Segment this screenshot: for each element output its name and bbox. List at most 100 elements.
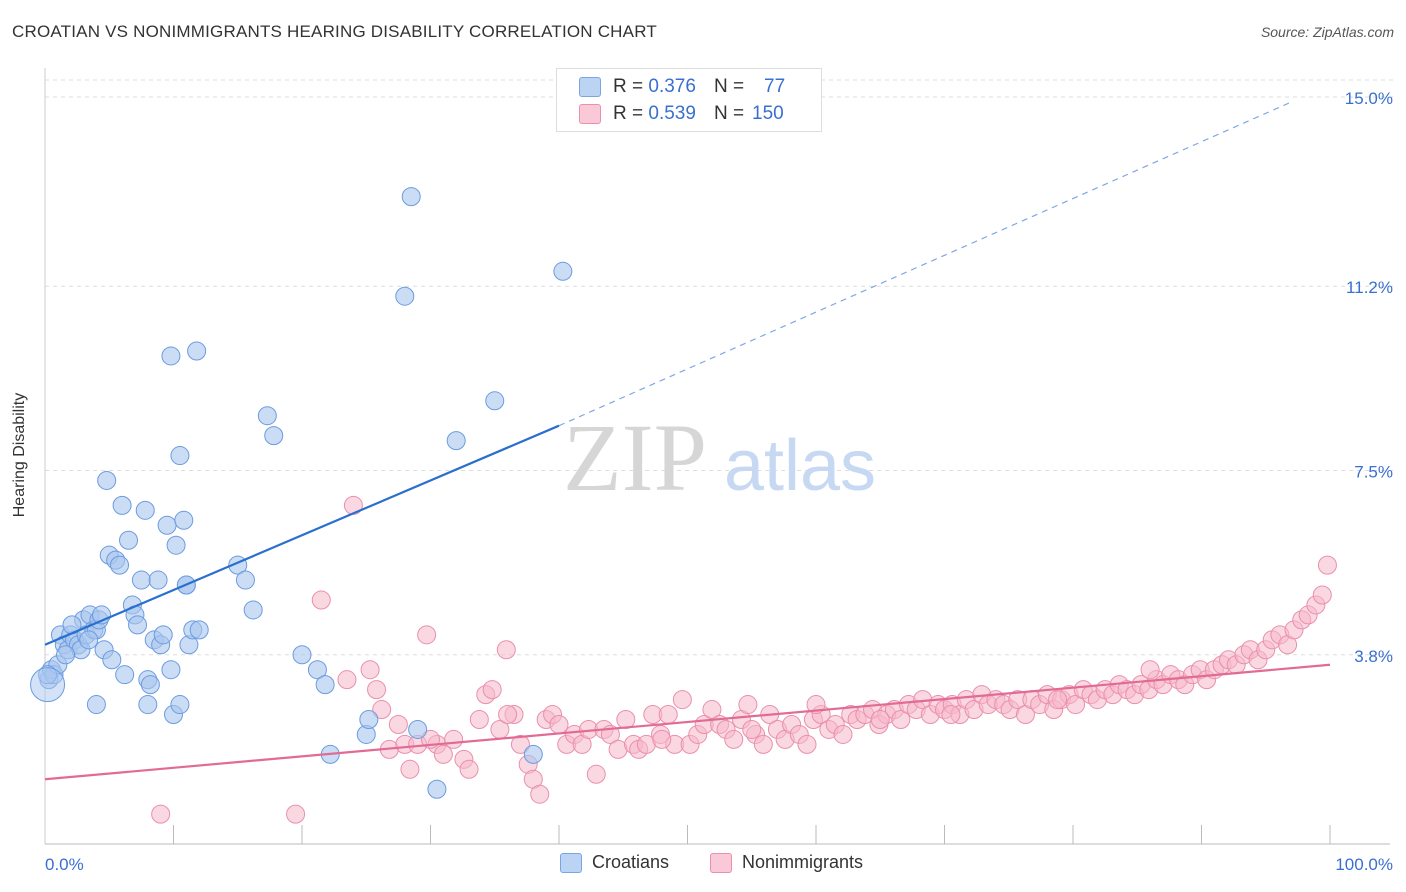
nonimmigrants-point-46 [658,705,678,725]
legend-swatch-blue [579,77,601,97]
croatians-point-70 [485,391,505,411]
croatians-point-42 [170,695,190,715]
croatians-point-74 [56,645,76,665]
croatians-point-53 [189,620,209,640]
legend-r-value: 0.376 [648,76,696,97]
croatians-point-50 [161,346,181,366]
croatians-point-72 [553,261,573,281]
legend-row-croatians: R = 0.376 N = 77 [579,74,785,100]
croatians-point-43 [174,510,194,530]
nonimmigrants-point-40 [616,710,636,729]
nonimmigrants-point-5 [360,660,380,680]
nonimmigrants-point-140 [1048,690,1068,710]
nonimmigrants-point-31 [549,714,569,734]
croatians-point-75 [79,630,99,650]
legend-n-label: N = [713,76,745,97]
croatians-point-58 [264,426,284,446]
nonimmigrants-point-70 [833,724,853,744]
croatians-point-25 [115,665,135,685]
nonimmigrants-point-55 [724,729,744,749]
nonimmigrants-point-6 [367,680,387,700]
legend-r-label: R = [613,76,644,97]
croatians-point-68 [427,779,447,799]
legend-n-value: 150 [752,103,784,124]
bottom-swatch-blue [560,852,582,873]
croatians-point-48 [138,695,158,715]
croatians-point-21 [102,650,122,670]
grid-lines [45,79,1395,656]
nonimmigrants-point-16 [444,729,464,749]
legend-n-value: 77 [764,76,786,97]
croatians-point-67 [408,719,428,739]
legend-swatch-pink [579,104,601,124]
nonimmigrants-point-136 [1312,585,1332,605]
nonimmigrants-trend-line [44,663,1331,781]
legend-r-label: R = [613,103,644,124]
croatians-point-31 [135,500,155,520]
croatians-point-69 [446,431,466,451]
croatians-point-37 [153,625,173,645]
nonimmigrants-point-0 [151,804,171,824]
data-points [30,187,1337,824]
nonimmigrants-point-7 [372,700,392,720]
croatians-point-38 [157,515,177,535]
y-tick-label-0: 3.8% [1354,647,1393,666]
nonimmigrants-point-142 [652,729,672,749]
nonimmigrants-point-59 [753,734,773,754]
croatians-point-35 [148,570,168,590]
croatians-point-49 [187,341,207,361]
nonimmigrants-point-25 [510,734,530,754]
nonimmigrants-point-141 [1140,660,1160,680]
croatians-point-60 [307,660,327,680]
croatians-point-47 [86,695,106,715]
nonimmigrants-point-52 [702,700,722,720]
croatians-point-55 [235,570,255,590]
nonimmigrants-point-15 [433,744,453,764]
croatians-point-30 [131,570,151,590]
nonimmigrants-point-139 [941,705,961,725]
nonimmigrants-point-65 [797,734,817,754]
legend-r-value: 0.539 [648,103,696,124]
croatians-point-65 [395,286,415,306]
x-tick-labels: 0.0% 100.0% [45,855,1393,874]
nonimmigrants-point-36 [586,764,606,784]
croatians-point-29 [128,615,148,635]
source-label: Source: ZipAtlas.com [1260,24,1394,40]
nonimmigrants-point-145 [498,705,518,725]
croatians-point-33 [140,675,160,695]
y-tick-labels: 3.8% 7.5% 11.2% 15.0% [1345,89,1393,666]
trend-lines [44,101,1331,781]
nonimmigrants-point-18 [459,759,479,779]
croatians-point-66 [401,187,421,207]
croatians-point-64 [359,710,379,729]
croatians-point-26 [119,530,139,550]
nonimmigrants-point-102 [1066,695,1086,715]
watermark-atlas: atlas [724,426,876,506]
axes [44,68,1390,845]
nonimmigrants-point-28 [530,784,550,804]
correlation-legend: R = 0.376 N = 77 R = 0.539 N = 150 [556,68,822,132]
croatians-point-24 [112,495,132,515]
nonimmigrants-point-78 [891,710,911,729]
watermark-zip: ZIP [563,404,707,511]
nonimmigrants-point-2 [311,590,331,610]
nonimmigrants-point-11 [400,759,420,779]
nonimmigrants-point-1 [286,804,306,824]
bottom-swatch-pink [710,852,732,873]
croatians-point-59 [292,645,312,665]
nonimmigrants-point-143 [742,719,762,739]
y-tick-label-1: 7.5% [1354,463,1393,482]
croatians-trend-line [44,424,560,646]
nonimmigrants-point-137 [1317,555,1337,575]
croatians-point-56 [243,600,263,620]
nonimmigrants-point-57 [738,695,758,715]
nonimmigrants-point-19 [469,710,489,729]
croatians-point-23 [110,555,130,575]
croatians-point-51 [170,446,190,466]
bottom-legend-croatians: Croatians [560,852,669,873]
nonimmigrants-point-3 [337,670,357,690]
x-tick-label-min: 0.0% [45,855,84,874]
croatians-point-19 [97,470,117,490]
croatians-point-61 [315,675,335,695]
